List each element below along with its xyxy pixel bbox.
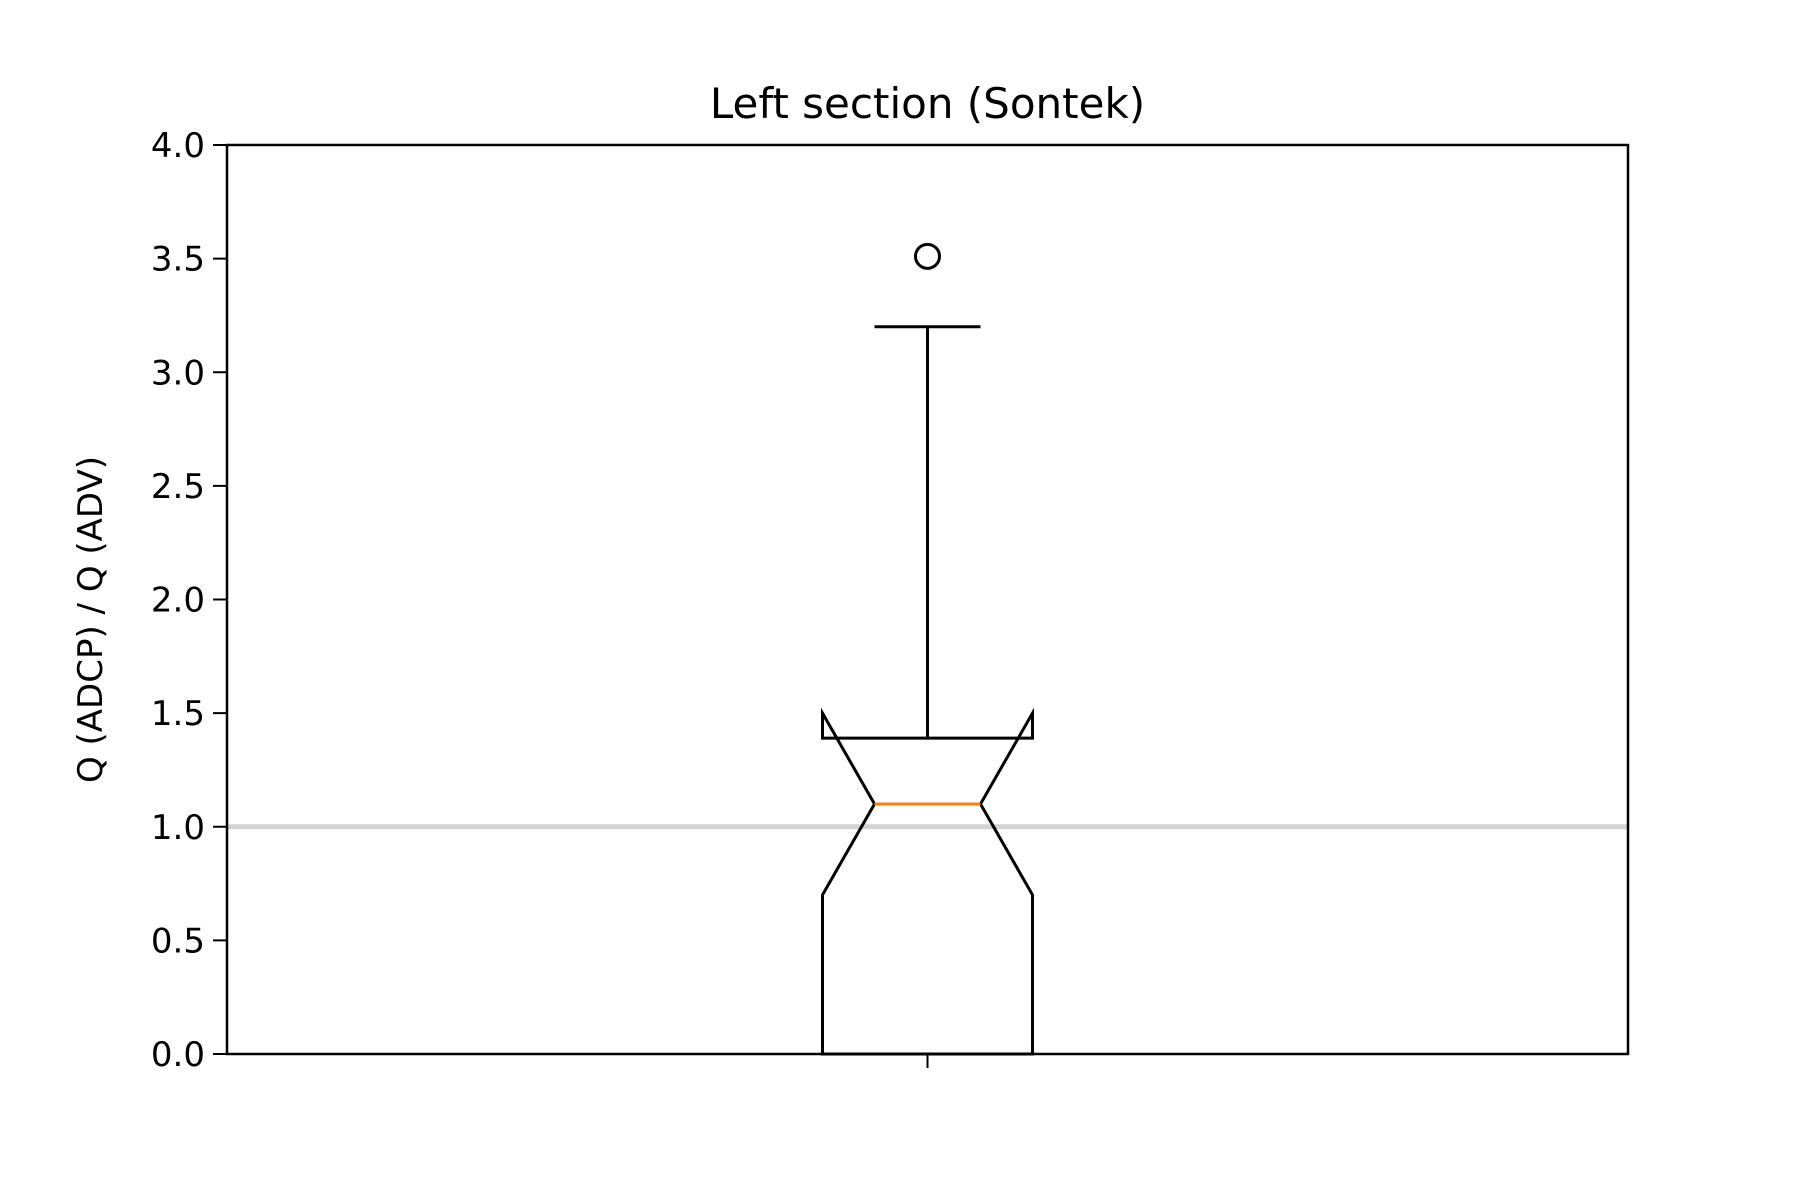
chart-title: Left section (Sontek) [710, 79, 1145, 128]
box-layer [821, 242, 1034, 1056]
y-tick-label: 0.5 [151, 921, 205, 961]
y-tick-label: 3.5 [151, 240, 205, 280]
y-tick-label: 0.0 [151, 1035, 205, 1075]
y-tick-label: 2.0 [151, 581, 205, 621]
y-tick-label: 1.0 [151, 808, 205, 848]
y-axis-label: Q (ADCP) / Q (ADV) [71, 456, 111, 783]
y-tick-label: 3.0 [151, 353, 205, 393]
y-tick-label: 1.5 [151, 694, 205, 734]
y-tick-label: 4.0 [151, 126, 205, 166]
y-tick-label: 2.5 [151, 467, 205, 507]
box-body [821, 707, 1034, 1056]
y-axis-ticks: 0.0 0.5 1.0 1.5 2.0 2.5 3.0 3.5 4.0 [151, 126, 227, 1075]
outlier-point [914, 242, 941, 270]
